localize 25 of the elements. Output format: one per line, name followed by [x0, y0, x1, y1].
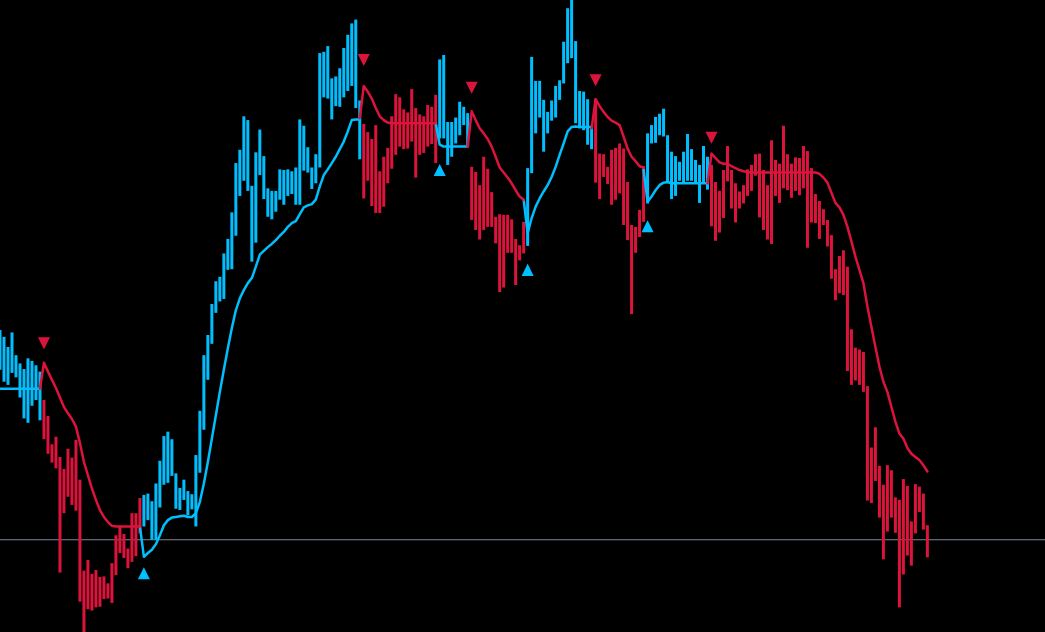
candlestick [769, 140, 773, 244]
candlestick [654, 116, 658, 143]
point [521, 263, 534, 276]
candlestick [498, 214, 502, 292]
candlestick [142, 494, 146, 527]
candlestick [26, 358, 30, 423]
candlestick [610, 149, 614, 205]
point [465, 81, 478, 94]
point [641, 220, 654, 233]
candlestick [94, 570, 98, 608]
candlestick [686, 133, 690, 181]
candlestick [166, 431, 170, 483]
point [357, 54, 370, 67]
candlestick [502, 214, 506, 288]
candlestick [298, 119, 302, 205]
candlestick [282, 170, 286, 205]
point [705, 131, 718, 144]
candlestick [270, 190, 274, 220]
candlestick [362, 123, 366, 199]
point [589, 74, 602, 87]
point [137, 567, 150, 580]
candlestick [374, 125, 378, 213]
point [433, 163, 446, 177]
candlestick [674, 156, 678, 196]
point [37, 337, 50, 350]
